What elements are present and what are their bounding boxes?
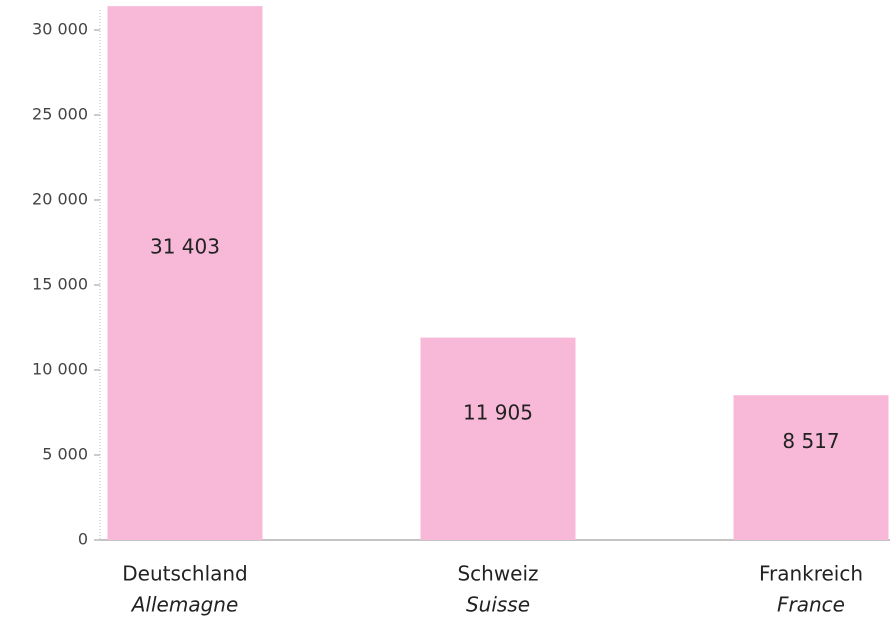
bar: [107, 6, 263, 541]
y-tick-label: 30 000: [32, 20, 88, 39]
x-tick-translation: Suisse: [466, 593, 530, 617]
bar: [733, 395, 889, 540]
x-tick-label: Frankreich: [759, 562, 863, 586]
y-tick-label: 0: [78, 530, 88, 549]
data-label: 31 403: [150, 235, 220, 259]
x-tick-label: Deutschland: [122, 562, 248, 586]
y-tick-label: 10 000: [32, 360, 88, 379]
x-tick-label: Schweiz: [457, 562, 538, 586]
y-tick-label: 25 000: [32, 105, 88, 124]
y-tick-label: 5 000: [42, 445, 88, 464]
x-tick-translation: Allemagne: [130, 593, 239, 617]
data-label: 8 517: [782, 429, 839, 453]
y-tick-label: 15 000: [32, 275, 88, 294]
y-tick-label: 20 000: [32, 190, 88, 209]
data-label: 11 905: [463, 400, 533, 424]
x-tick-translation: France: [777, 593, 845, 617]
bar: [420, 337, 576, 540]
